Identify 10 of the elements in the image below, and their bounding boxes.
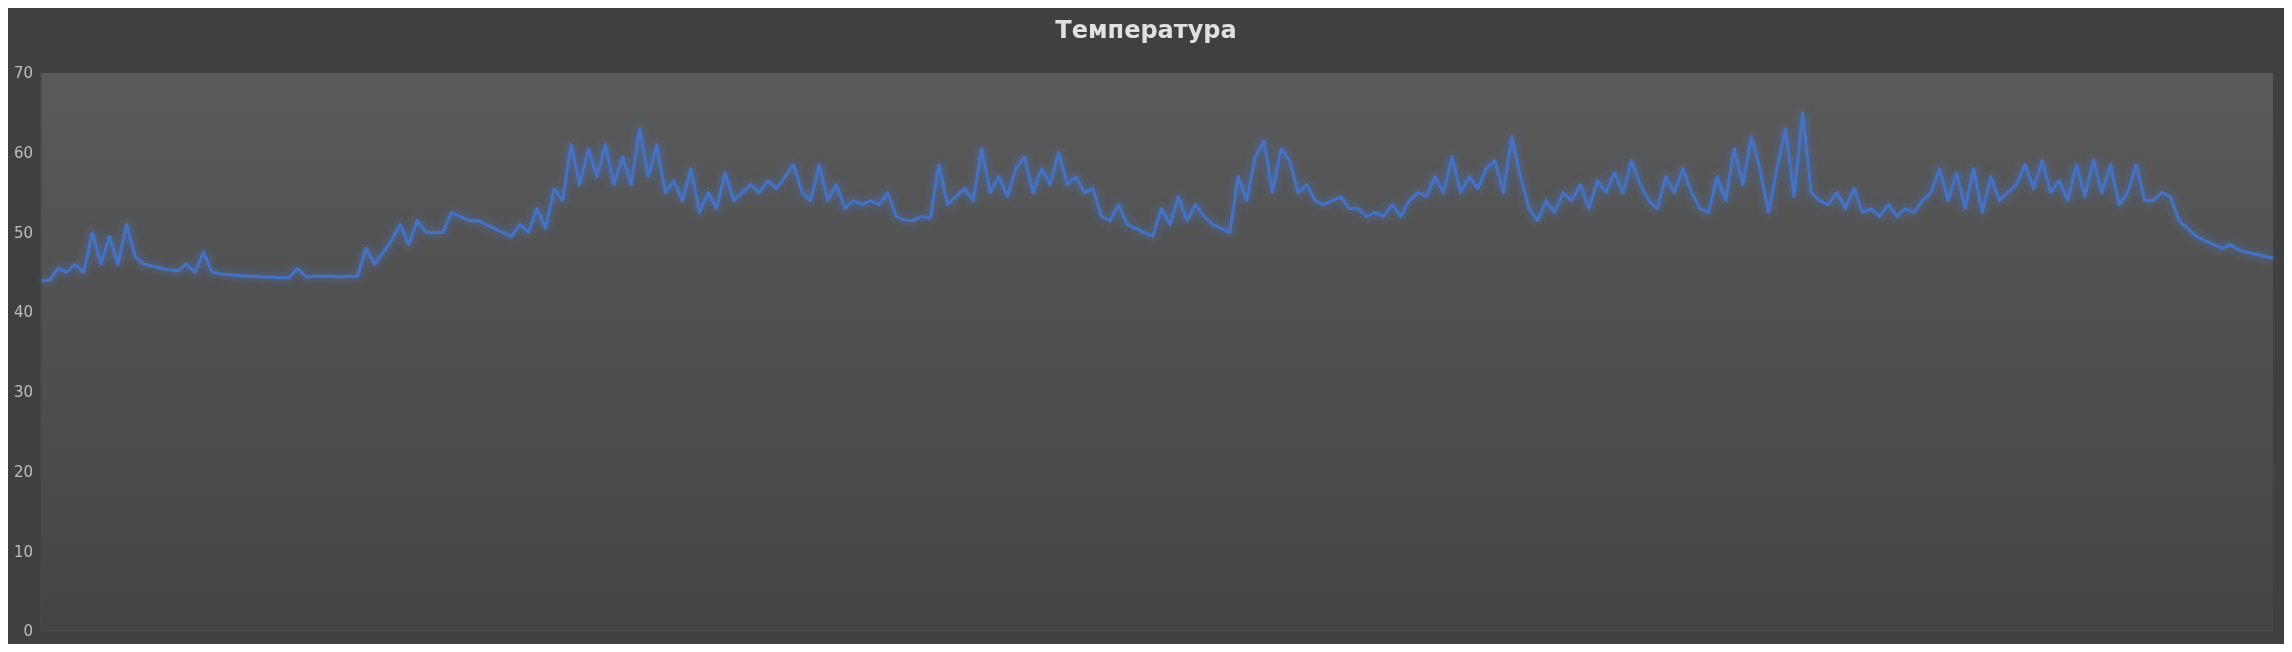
y-tick-label: 0 bbox=[23, 622, 33, 641]
y-tick-label: 10 bbox=[13, 542, 33, 561]
y-tick-label: 70 bbox=[13, 64, 33, 83]
y-tick-label: 60 bbox=[13, 144, 33, 163]
y-tick-label: 30 bbox=[13, 383, 33, 402]
y-tick-label: 50 bbox=[13, 223, 33, 242]
y-tick-label: 20 bbox=[13, 462, 33, 481]
y-tick-label: 40 bbox=[13, 303, 33, 322]
line-series bbox=[39, 111, 2275, 282]
chart-title: Температура bbox=[1054, 16, 1238, 44]
